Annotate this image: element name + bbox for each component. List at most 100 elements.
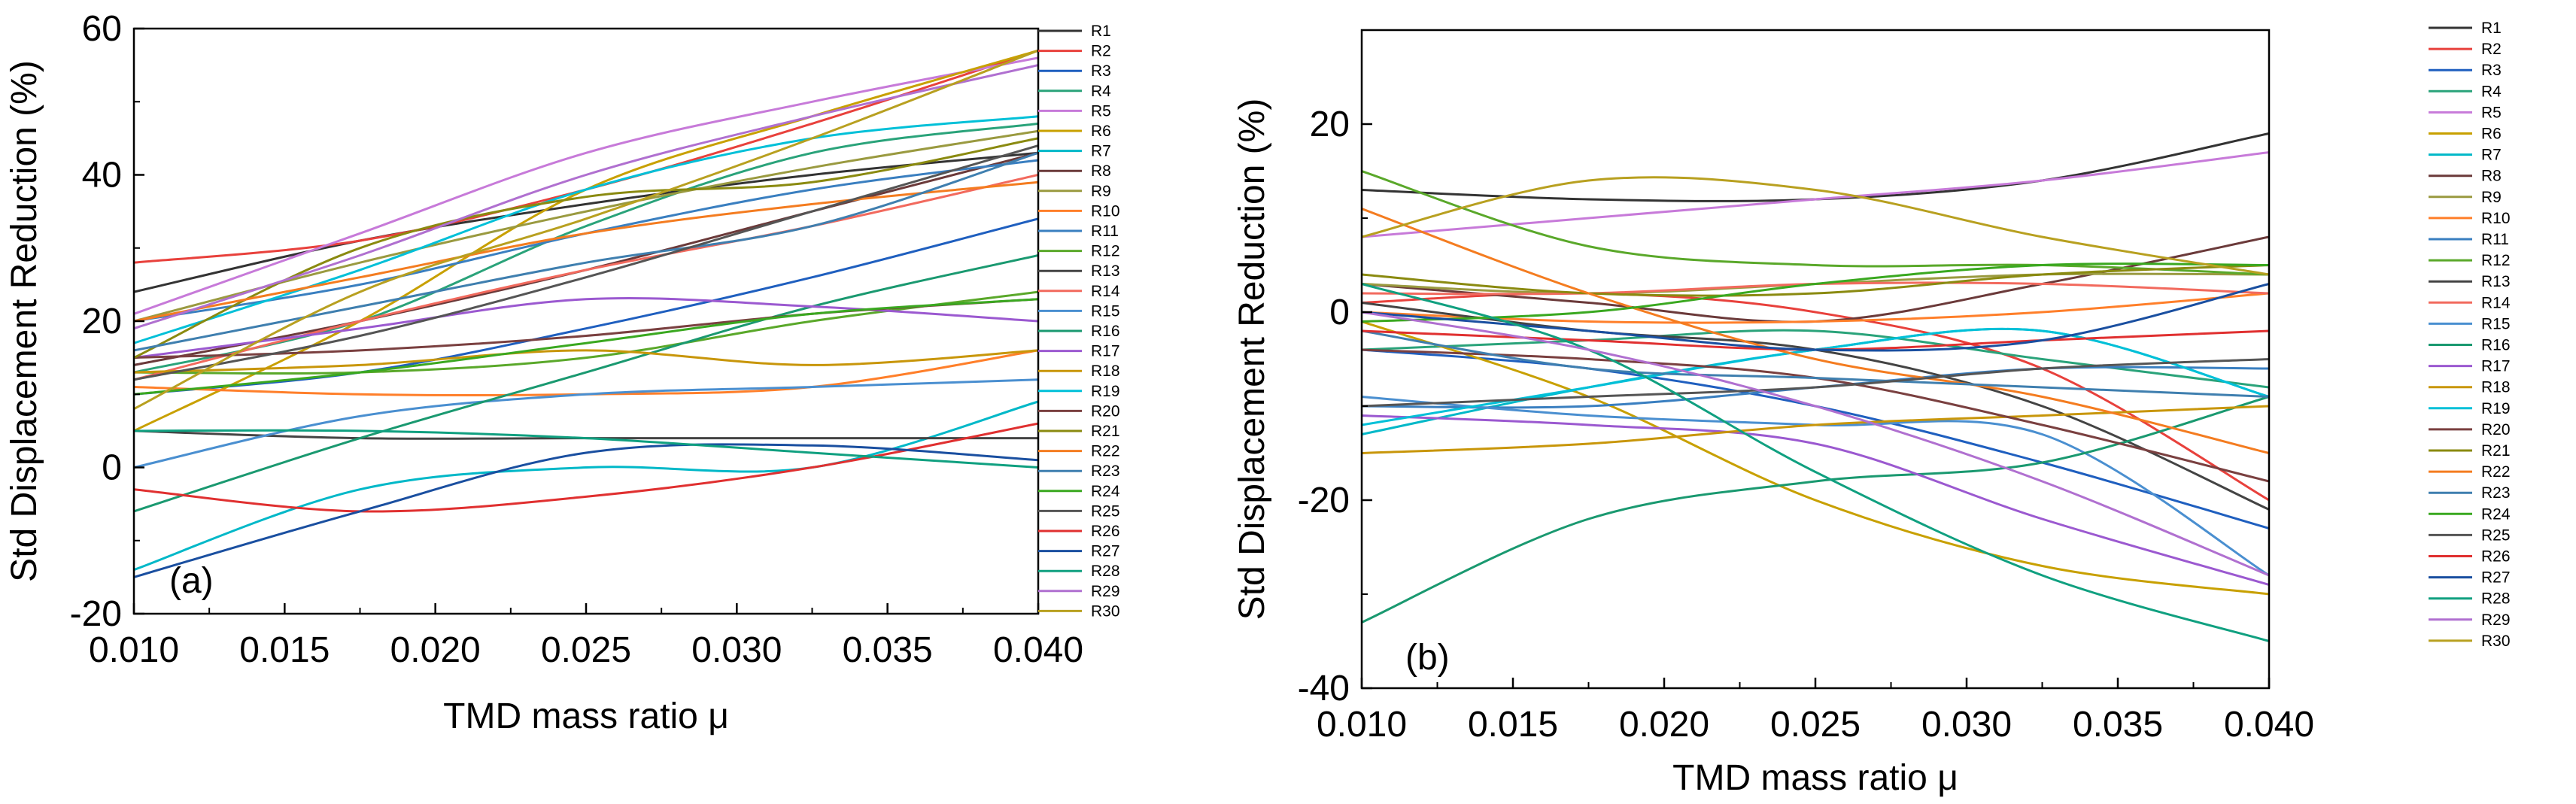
legend-label: R22 — [1091, 443, 1120, 460]
legend-label: R4 — [1091, 83, 1111, 100]
series-line-r15 — [134, 378, 1038, 469]
series-line-r21 — [134, 137, 1038, 359]
legend-label: R12 — [2481, 252, 2511, 269]
series-line-r22 — [134, 181, 1038, 323]
x-tick-label: 0.035 — [2073, 705, 2163, 745]
y-tick-label: -40 — [1298, 669, 1350, 708]
series-line-r18 — [1362, 405, 2269, 454]
series-line-r5 — [1362, 151, 2269, 238]
series-line-r27 — [134, 443, 1038, 578]
legend-label: R27 — [2481, 569, 2511, 587]
legend-label: R20 — [1091, 402, 1120, 420]
legend-label: R14 — [1091, 283, 1120, 300]
x-tick-label: 0.020 — [390, 630, 481, 670]
legend-label: R15 — [1091, 302, 1120, 320]
series-line-r4 — [134, 122, 1038, 374]
x-tick-label: 0.010 — [89, 630, 179, 670]
legend: R1 R2 R3 R4 R5 R6 R7 R8 R9 R10 R11 R12 R13 R14 R15 R16 R… — [2429, 20, 2511, 650]
chart-panel-b: 0.010 0.015 0.020 0.025 0.030 0.035 0.040 -40 -2… — [1232, 20, 2511, 798]
legend-label: R11 — [1091, 223, 1119, 240]
series-line-r14 — [134, 174, 1038, 381]
x-tick-label: 0.015 — [1468, 705, 1558, 745]
series-line-r28 — [1362, 283, 2269, 642]
legend-label: R18 — [2481, 379, 2511, 396]
y-tick-label: 0 — [102, 448, 122, 488]
series-line-r8 — [1362, 235, 2269, 323]
x-tick-label: 0.015 — [239, 630, 330, 670]
legend-label: R6 — [1091, 123, 1111, 140]
y-tick-label: 60 — [82, 9, 122, 49]
series-line-r25 — [1362, 358, 2269, 408]
legend-label: R23 — [2481, 484, 2511, 502]
legend-label: R7 — [2481, 147, 2502, 164]
legend-label: R13 — [2481, 273, 2511, 290]
legend-label: R25 — [1091, 502, 1120, 520]
legend-label: R2 — [1091, 43, 1111, 60]
legend-label: R21 — [2481, 442, 2511, 460]
y-tick-label: 20 — [1310, 105, 1350, 144]
legend-label: R17 — [1091, 343, 1120, 360]
legend-label: R13 — [1091, 262, 1120, 280]
series-line-r21 — [1362, 264, 2269, 297]
series-line-r1 — [134, 151, 1038, 293]
y-tick-label: -20 — [1298, 481, 1350, 520]
y-tick-label: 40 — [82, 156, 122, 196]
series-line-r23 — [134, 151, 1038, 352]
series-line-r2 — [134, 49, 1038, 264]
legend-label: R14 — [2481, 294, 2511, 311]
legend-label: R18 — [1091, 363, 1120, 380]
panel-label: (b) — [1405, 638, 1450, 678]
legend-label: R8 — [1091, 162, 1111, 180]
legend-label: R24 — [2481, 505, 2511, 523]
legend: R1 R2 R3 R4 R5 R6 R7 R8 R9 R10 R11 R12 R13 R14 R15 R16 R… — [1038, 23, 1120, 620]
legend-label: R12 — [1091, 243, 1120, 260]
x-tick-label: 0.030 — [1921, 705, 2012, 745]
series-line-r6 — [1362, 320, 2269, 596]
x-axis-label: TMD mass ratio μ — [1672, 758, 1958, 798]
series-line-r19 — [134, 115, 1038, 344]
legend-label: R7 — [1091, 143, 1111, 160]
x-tick-label: 0.030 — [691, 630, 782, 670]
series-line-r29 — [134, 64, 1038, 330]
legend-label: R26 — [1091, 523, 1120, 540]
legend-label: R30 — [2481, 633, 2511, 650]
x-tick-label: 0.010 — [1317, 705, 1407, 745]
legend-label: R10 — [1091, 202, 1120, 220]
legend-label: R19 — [1091, 383, 1120, 400]
series-line-r7 — [134, 400, 1038, 572]
legend-label: R22 — [2481, 463, 2511, 481]
series-line-r22 — [1362, 208, 2269, 454]
series-line-r12 — [1362, 170, 2269, 276]
legend-label: R9 — [2481, 189, 2502, 206]
legend-label: R3 — [1091, 62, 1111, 80]
series-line-r26 — [134, 422, 1038, 513]
legend-label: R5 — [1091, 102, 1111, 120]
series-line-r28 — [134, 429, 1038, 469]
y-tick-label: -20 — [70, 594, 122, 634]
x-tick-label: 0.035 — [843, 630, 933, 670]
x-tick-label: 0.025 — [541, 630, 631, 670]
legend-label: R29 — [1091, 583, 1120, 600]
legend-label: R20 — [2481, 421, 2511, 438]
series-line-r24 — [1362, 262, 2269, 323]
legend-label: R4 — [2481, 83, 2502, 100]
y-tick-label: 0 — [1329, 293, 1350, 332]
legend-label: R8 — [2481, 168, 2502, 185]
legend-label: R27 — [1091, 543, 1120, 560]
y-axis-label: Std Displacement Reduction (%) — [1232, 99, 1272, 620]
legend-label: R23 — [1091, 463, 1120, 480]
legend-label: R26 — [2481, 548, 2511, 566]
legend-label: R28 — [2481, 590, 2511, 608]
y-axis-label: Std Displacement Reduction (%) — [5, 60, 44, 582]
legend-label: R3 — [2481, 62, 2502, 79]
plot-frame — [132, 27, 1040, 615]
series-line-r17 — [1362, 414, 2269, 586]
series-lines — [1362, 132, 2269, 642]
series-line-r30 — [134, 49, 1038, 411]
legend-label: R21 — [1091, 423, 1120, 440]
series-line-r30 — [1362, 176, 2269, 276]
x-tick-label: 0.040 — [993, 630, 1083, 670]
legend-label: R30 — [1091, 602, 1120, 620]
x-tick-label: 0.020 — [1619, 705, 1709, 745]
